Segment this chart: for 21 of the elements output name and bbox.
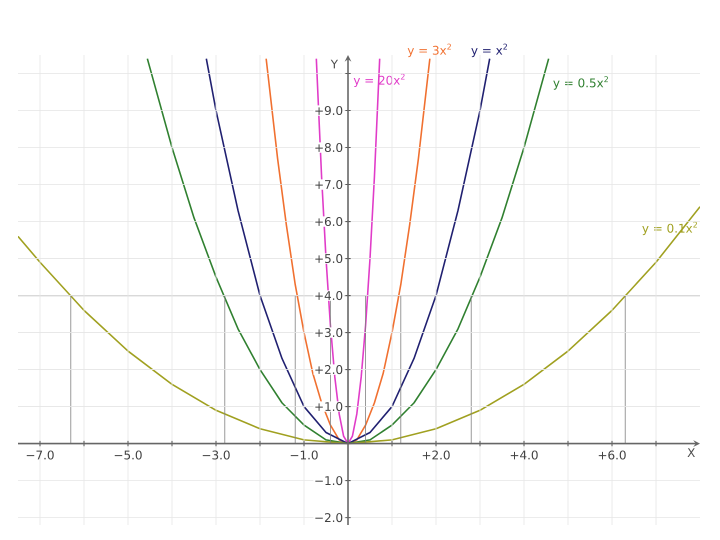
x-axis-title: X (687, 448, 695, 457)
x-tick-label: +4.0 (510, 450, 538, 460)
x-tick-label: +2.0 (422, 450, 450, 460)
y-tick-label: −1.0 (315, 476, 342, 486)
x-tick-label: −3.0 (202, 450, 230, 460)
series-label: y = 3x$^{2}$ (408, 44, 451, 58)
x-tick-label: −1.0 (290, 450, 318, 460)
series-label: y = x$^{2}$ (471, 44, 507, 58)
y-tick-label: +1.0 (315, 402, 342, 412)
y-tick-label: +7.0 (315, 180, 342, 190)
x-tick-label: +6.0 (598, 450, 626, 460)
y-tick-label: +6.0 (315, 217, 342, 226)
y-tick-label: −2.0 (315, 513, 342, 522)
y-axis-title: Y (330, 60, 338, 68)
y-tick-label: +2.0 (315, 365, 342, 374)
x-tick-label: −5.0 (114, 450, 142, 460)
y-tick-label: +3.0 (315, 328, 342, 338)
series-label: y = 0.5x$^{2}$ (553, 76, 608, 90)
x-tick-label: −7.0 (26, 450, 54, 460)
y-tick-label: +8.0 (315, 142, 342, 152)
y-tick-label: +9.0 (315, 106, 342, 116)
